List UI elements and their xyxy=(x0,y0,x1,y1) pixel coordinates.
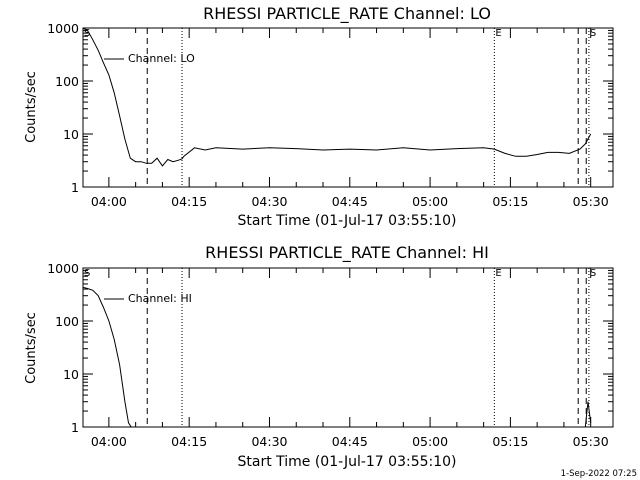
x-tick-label: 04:00 xyxy=(91,194,127,209)
x-axis-label: Start Time (01-Jul-17 03:55:10) xyxy=(237,454,456,470)
y-tick-label: 1000 xyxy=(47,261,79,276)
x-axis-label: Start Time (01-Jul-17 03:55:10) xyxy=(237,213,456,229)
series-line xyxy=(584,401,592,428)
x-tick-label: 04:15 xyxy=(171,434,207,449)
time-marker-label: S xyxy=(84,28,90,39)
x-tick-label: 04:15 xyxy=(171,194,207,209)
x-tick-label: 05:00 xyxy=(412,434,448,449)
x-tick-label: 05:00 xyxy=(412,194,448,209)
y-axis-label: Counts/sec xyxy=(24,312,39,384)
x-tick-label: 04:00 xyxy=(91,434,127,449)
footer-timestamp: 1-Sep-2022 07:25 xyxy=(561,469,637,479)
legend-label: Channel: LO xyxy=(128,52,195,65)
y-tick-label: 100 xyxy=(55,74,79,89)
chart-title: RHESSI PARTICLE_RATE Channel: HI xyxy=(205,243,489,263)
x-tick-label: 05:15 xyxy=(492,434,528,449)
y-tick-label: 1000 xyxy=(47,21,79,36)
x-tick-label: 05:15 xyxy=(492,194,528,209)
time-marker-label: S xyxy=(590,268,596,279)
time-marker-label: S xyxy=(590,28,596,39)
y-tick-label: 1 xyxy=(71,420,79,435)
y-axis-label: Counts/sec xyxy=(24,71,39,143)
x-tick-label: 04:45 xyxy=(332,434,368,449)
time-marker-label: S xyxy=(84,268,90,279)
x-tick-label: 04:45 xyxy=(332,194,368,209)
panel-hi: RHESSI PARTICLE_RATE Channel: HI Counts/… xyxy=(24,243,614,470)
y-tick-label: 10 xyxy=(63,367,79,382)
series-line xyxy=(82,286,132,428)
time-marker-label: E xyxy=(495,268,501,279)
chart-title: RHESSI PARTICLE_RATE Channel: LO xyxy=(203,4,491,24)
legend-label: Channel: HI xyxy=(128,292,192,305)
x-tick-label: 04:30 xyxy=(251,434,287,449)
y-tick-label: 1 xyxy=(71,180,79,195)
x-tick-label: 05:30 xyxy=(573,434,609,449)
x-tick-label: 04:30 xyxy=(251,194,287,209)
y-tick-label: 100 xyxy=(55,314,79,329)
series-line xyxy=(82,27,592,167)
panel-lo: RHESSI PARTICLE_RATE Channel: LO Counts/… xyxy=(24,4,614,229)
plot-frame xyxy=(82,27,614,188)
time-marker-label: E xyxy=(495,28,501,39)
plot-frame xyxy=(82,267,614,428)
x-tick-label: 05:30 xyxy=(573,194,609,209)
y-tick-label: 10 xyxy=(63,127,79,142)
